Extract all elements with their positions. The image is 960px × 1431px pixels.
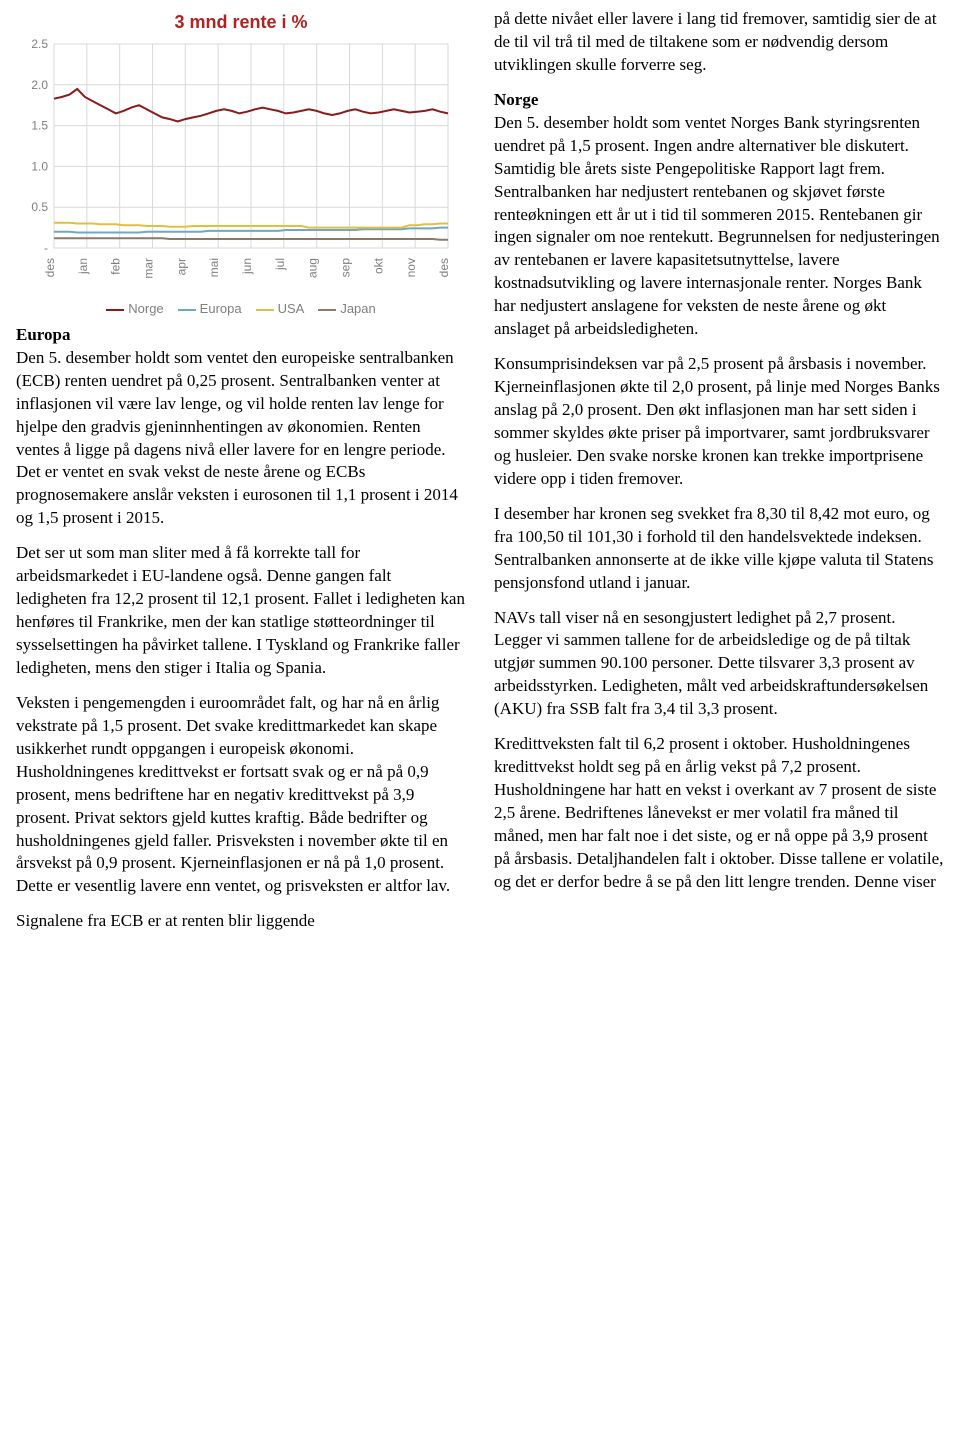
- legend-label: USA: [278, 301, 305, 316]
- chart-title: 3 mnd rente i %: [16, 10, 466, 34]
- svg-text:des: des: [437, 258, 451, 277]
- chart-legend: Norge Europa USA Japan: [16, 300, 466, 318]
- legend-label: Japan: [340, 301, 375, 316]
- europa-p4: Signalene fra ECB er at renten blir ligg…: [16, 910, 466, 933]
- svg-text:feb: feb: [109, 258, 123, 275]
- interest-rate-chart: 3 mnd rente i % - 0.5 1.0 1.5 2.0 2.5 des jan fe…: [16, 10, 466, 318]
- legend-swatch: [106, 309, 124, 311]
- svg-text:jan: jan: [76, 258, 90, 275]
- norge-p2: Konsumprisindeksen var på 2,5 prosent på…: [494, 353, 944, 491]
- europa-p3: Veksten i pengemengden i euroområdet fal…: [16, 692, 466, 898]
- right-column: på dette nivået eller lavere i lang tid …: [494, 8, 944, 945]
- left-column: 3 mnd rente i % - 0.5 1.0 1.5 2.0 2.5 des jan fe…: [16, 8, 466, 945]
- legend-item: Europa: [178, 300, 242, 318]
- norge-heading: Norge: [494, 90, 538, 109]
- norge-p1: Den 5. desember holdt som ventet Norges …: [494, 113, 940, 338]
- legend-label: Europa: [200, 301, 242, 316]
- right-p0: på dette nivået eller lavere i lang tid …: [494, 8, 944, 77]
- svg-text:aug: aug: [306, 258, 320, 278]
- europa-p2: Det ser ut som man sliter med å få korre…: [16, 542, 466, 680]
- norge-p3: I desember har kronen seg svekket fra 8,…: [494, 503, 944, 595]
- svg-text:nov: nov: [404, 258, 418, 277]
- svg-text:2.5: 2.5: [31, 38, 48, 51]
- legend-item: USA: [256, 300, 305, 318]
- legend-item: Japan: [318, 300, 375, 318]
- svg-text:1.0: 1.0: [31, 160, 48, 174]
- svg-text:apr: apr: [174, 258, 188, 275]
- svg-text:des: des: [43, 258, 57, 277]
- svg-text:sep: sep: [339, 258, 353, 278]
- legend-item: Norge: [106, 300, 163, 318]
- svg-text:1.5: 1.5: [31, 119, 48, 133]
- legend-swatch: [178, 309, 196, 311]
- europa-heading: Europa: [16, 325, 71, 344]
- svg-text:0.5: 0.5: [31, 200, 48, 214]
- norge-p5: Kredittveksten falt til 6,2 prosent i ok…: [494, 733, 944, 894]
- svg-text:jul: jul: [273, 258, 287, 271]
- legend-label: Norge: [128, 301, 163, 316]
- svg-text:mar: mar: [142, 258, 156, 279]
- legend-swatch: [318, 309, 336, 311]
- svg-text:2.0: 2.0: [31, 78, 48, 92]
- svg-text:jun: jun: [240, 258, 254, 275]
- svg-text:mai: mai: [207, 258, 221, 277]
- norge-p4: NAVs tall viser nå en sesongjustert ledi…: [494, 607, 944, 722]
- svg-text:okt: okt: [371, 258, 385, 275]
- chart-svg: - 0.5 1.0 1.5 2.0 2.5 des jan feb mar apr mai jun jul…: [16, 38, 456, 298]
- europa-p1: Den 5. desember holdt som ventet den eur…: [16, 348, 458, 528]
- svg-text:-: -: [44, 241, 48, 255]
- legend-swatch: [256, 309, 274, 311]
